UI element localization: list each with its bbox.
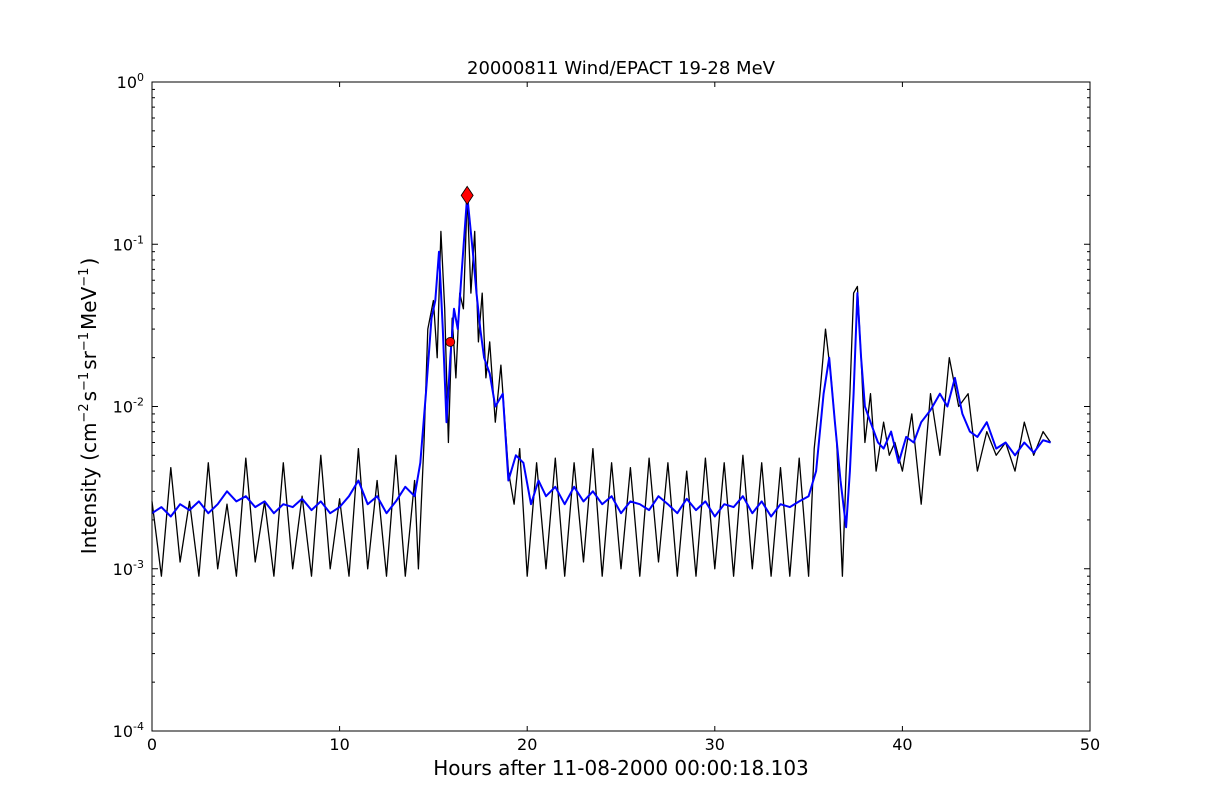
y-label-sup1: −2	[77, 403, 92, 422]
y-label-mid3: MeV	[77, 286, 101, 330]
x-tick-label: 20	[517, 735, 537, 754]
chart-title: 20000811 Wind/EPACT 19-28 MeV	[467, 58, 776, 79]
y-label-mid1: s	[77, 391, 101, 401]
y-tick-label: 10-3	[113, 558, 144, 579]
y-label-sup4: −1	[77, 268, 92, 287]
y-label-prefix: Intensity (cm	[77, 423, 101, 555]
series-layer	[151, 194, 1052, 577]
x-tick-label: 40	[892, 735, 912, 754]
marker-point-circle	[445, 337, 456, 347]
y-tick-label: 100	[117, 71, 144, 92]
y-label-mid2: sr	[77, 350, 101, 369]
x-tick-label: 0	[147, 735, 157, 754]
plot-frame	[151, 81, 1091, 732]
series-line-raw	[151, 194, 1052, 577]
x-axis-label: Hours after 11-08-2000 00:00:18.103	[433, 756, 809, 780]
y-label-suffix: )	[77, 258, 101, 266]
y-tick-label: 10-4	[113, 720, 144, 741]
series-line-smoothed	[151, 194, 1051, 529]
x-tick-label: 30	[705, 735, 725, 754]
y-axis-label: Intensity (cm−2s−1sr−1MeV−1)	[77, 258, 101, 555]
marker-layer	[445, 185, 474, 347]
tick-layer: 0 10 20 30 40 50 100 10-1 10-2 10-3 10-4	[113, 71, 1101, 754]
x-tick-label: 10	[329, 735, 349, 754]
y-tick-label: 10-1	[113, 233, 144, 254]
y-label-sup3: −1	[77, 332, 92, 351]
y-label-sup2: −1	[77, 372, 92, 391]
x-tick-label: 50	[1080, 735, 1100, 754]
marker-point-diamond	[460, 185, 474, 206]
y-tick-label: 10-2	[113, 396, 144, 417]
